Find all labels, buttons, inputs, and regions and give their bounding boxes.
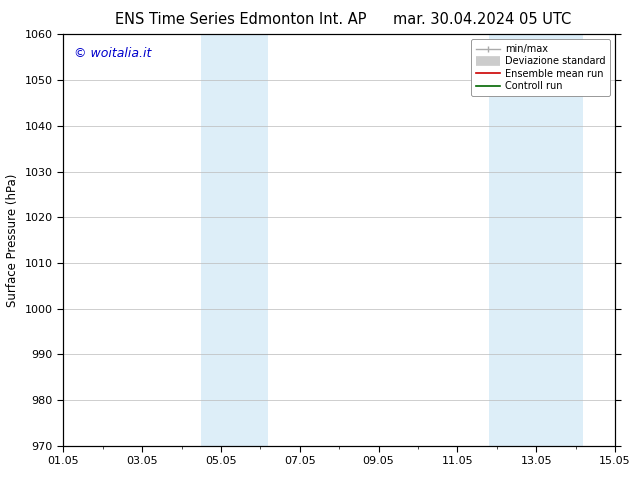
Y-axis label: Surface Pressure (hPa): Surface Pressure (hPa) bbox=[6, 173, 19, 307]
Bar bbox=[202, 34, 268, 446]
Text: mar. 30.04.2024 05 UTC: mar. 30.04.2024 05 UTC bbox=[392, 12, 571, 27]
Text: © woitalia.it: © woitalia.it bbox=[74, 47, 152, 60]
Text: ENS Time Series Edmonton Int. AP: ENS Time Series Edmonton Int. AP bbox=[115, 12, 366, 27]
Bar bbox=[489, 34, 583, 446]
Legend: min/max, Deviazione standard, Ensemble mean run, Controll run: min/max, Deviazione standard, Ensemble m… bbox=[470, 39, 610, 96]
